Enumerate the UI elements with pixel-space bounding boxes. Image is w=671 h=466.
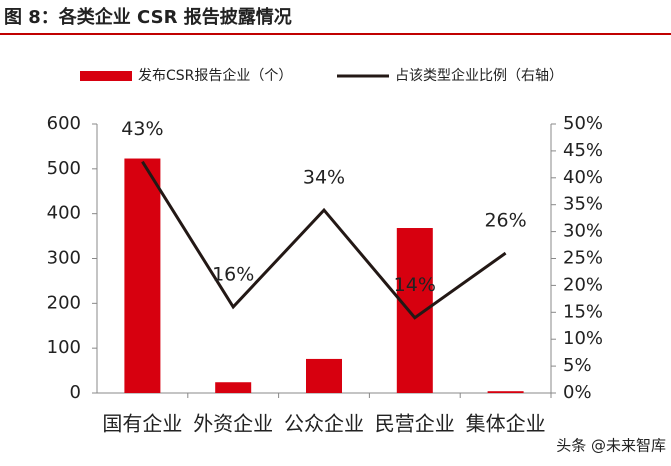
x-tick-label: 外资企业 xyxy=(193,412,273,436)
y-tick-label: 100 xyxy=(47,337,81,358)
y2-tick-label: 45% xyxy=(563,140,603,161)
data-label: 34% xyxy=(303,167,345,189)
data-label: 43% xyxy=(121,118,163,140)
y2-tick-label: 10% xyxy=(563,328,603,349)
bar xyxy=(306,358,342,393)
data-label: 14% xyxy=(394,274,436,296)
y2-tick-label: 35% xyxy=(563,194,603,215)
y-tick-label: 500 xyxy=(47,158,81,179)
bar xyxy=(124,158,161,393)
x-tick-label: 公众企业 xyxy=(284,412,364,436)
legend-swatch xyxy=(80,71,132,81)
y-tick-label: 0 xyxy=(70,382,81,403)
watermark: 头条 @未来智库 xyxy=(556,437,666,455)
bar xyxy=(487,391,524,393)
y-tick-label: 300 xyxy=(47,248,81,269)
y2-tick-label: 20% xyxy=(563,274,603,295)
x-tick-label: 民营企业 xyxy=(375,412,455,436)
y2-tick-label: 50% xyxy=(563,113,603,134)
y2-tick-label: 30% xyxy=(563,221,603,242)
legend-label: 占该类型企业比例（右轴） xyxy=(395,67,563,84)
bar xyxy=(215,382,252,393)
y-tick-label: 600 xyxy=(47,113,81,134)
data-label: 26% xyxy=(484,210,526,232)
y2-tick-label: 15% xyxy=(563,301,603,322)
y2-tick-label: 40% xyxy=(563,167,603,188)
x-tick-label: 国有企业 xyxy=(102,412,182,436)
y-tick-label: 400 xyxy=(47,203,81,224)
title-rule xyxy=(0,33,671,35)
legend-label: 发布CSR报告企业（个） xyxy=(138,67,292,84)
line xyxy=(141,160,507,320)
y2-tick-label: 0% xyxy=(563,382,592,403)
x-tick-label: 集体企业 xyxy=(466,412,546,436)
y2-tick-label: 5% xyxy=(563,355,592,376)
y-tick-label: 200 xyxy=(47,292,81,313)
chart-title: 图 8：各类企业 CSR 报告披露情况 xyxy=(4,6,292,28)
data-label: 16% xyxy=(212,263,254,285)
y2-tick-label: 25% xyxy=(563,248,603,269)
